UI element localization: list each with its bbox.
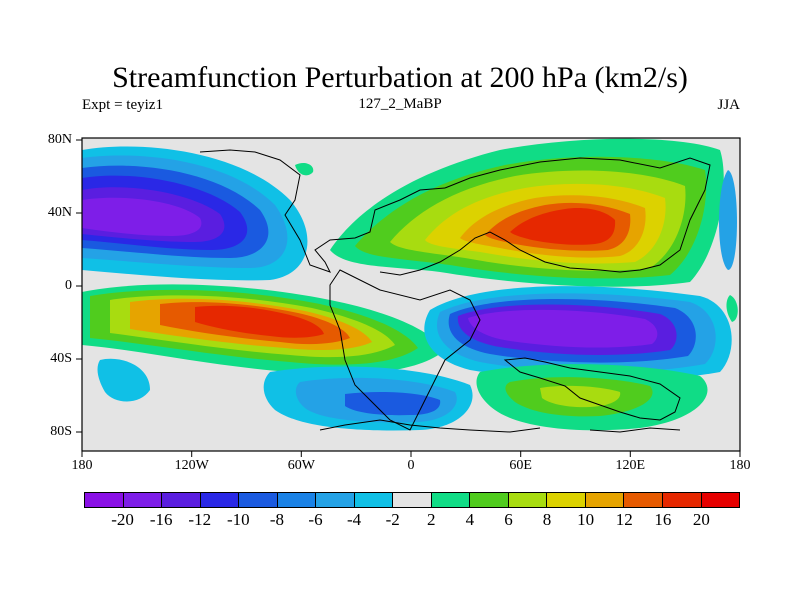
colorbar-cell <box>85 493 124 507</box>
plot-title: Streamfunction Perturbation at 200 hPa (… <box>112 61 688 94</box>
colorbar-label: 6 <box>504 510 513 529</box>
colorbar <box>84 492 740 508</box>
colorbar-label: -4 <box>347 510 362 529</box>
colorbar-label: -12 <box>188 510 212 529</box>
coastlines <box>199 149 711 433</box>
colorbar-cell <box>277 493 317 507</box>
colorbar-cell <box>470 493 509 507</box>
low-north-west <box>82 146 308 281</box>
contour-fields <box>82 138 738 431</box>
colorbar-cell <box>200 493 240 507</box>
lon-label-120e: 120E <box>615 458 646 473</box>
lat-label-40s: 40S <box>50 351 72 366</box>
colorbar-label: 20 <box>692 510 710 529</box>
colorbar-label: 16 <box>654 510 672 529</box>
colorbar-label: -2 <box>385 510 400 529</box>
colorbar-cell <box>393 493 432 507</box>
low-south-pacific <box>97 358 150 402</box>
lat-label-0: 0 <box>65 278 72 293</box>
colorbar-cell <box>585 493 625 507</box>
colorbar-label: 2 <box>427 510 436 529</box>
low-north-pacific-edge <box>719 170 737 270</box>
colorbar-cell <box>354 493 394 507</box>
colorbar-cell <box>508 493 548 507</box>
colorbar-cell <box>316 493 355 507</box>
colorbar-cell <box>239 493 278 507</box>
lon-label-180e: 180 <box>729 458 751 473</box>
colorbar-cell <box>662 493 702 507</box>
colorbar-cell <box>624 493 663 507</box>
colorbar-label: -16 <box>149 510 173 529</box>
axis-ticks <box>76 139 741 457</box>
lat-label-80n: 80N <box>47 132 72 147</box>
colorbar-label: 8 <box>542 510 552 529</box>
colorbar-cell <box>701 493 740 507</box>
lat-label-80s: 80S <box>50 424 72 439</box>
case-label: 127_2_MaBP <box>358 96 442 112</box>
lat-label-40n: 40N <box>47 205 72 220</box>
low-south-east <box>424 286 732 381</box>
colorbar-label: 10 <box>577 510 595 529</box>
lon-label-180w: 180 <box>71 458 93 473</box>
season-label: JJA <box>717 97 740 113</box>
high-north-east <box>330 138 724 287</box>
lon-label-60w: 60W <box>287 458 315 473</box>
colorbar-label: 4 <box>465 510 475 529</box>
colorbar-cell <box>162 493 201 507</box>
colorbar-label: 12 <box>615 510 633 529</box>
lon-label-120w: 120W <box>174 458 209 473</box>
colorbar-label: -20 <box>111 510 134 529</box>
colorbar-cell <box>431 493 471 507</box>
colorbar-cell <box>123 493 163 507</box>
lon-label-60e: 60E <box>509 458 532 473</box>
colorbar-label: -8 <box>269 510 285 529</box>
colorbar-cell <box>547 493 586 507</box>
colorbar-label: -10 <box>227 510 250 529</box>
experiment-label: Expt = teyiz1 <box>82 97 163 113</box>
colorbar-label: -6 <box>308 510 323 529</box>
high-south-west <box>82 284 445 375</box>
lon-label-0: 0 <box>407 458 415 473</box>
